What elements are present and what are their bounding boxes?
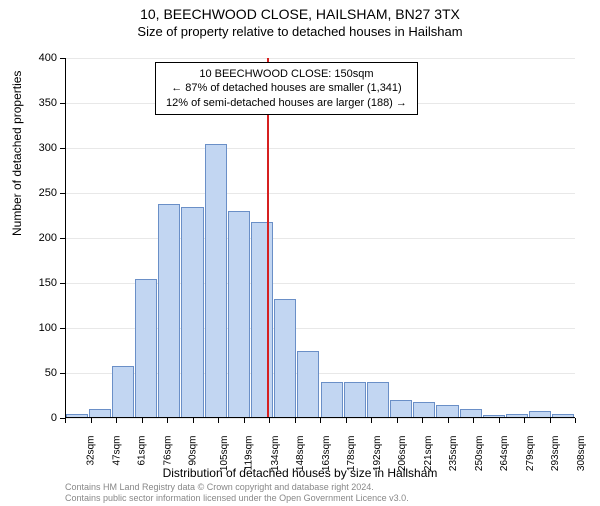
bar: [228, 211, 250, 418]
title-main: 10, BEECHWOOD CLOSE, HAILSHAM, BN27 3TX: [0, 6, 600, 22]
y-tick-label: 200: [27, 232, 57, 244]
bar: [158, 204, 180, 418]
annotation-line3: 12% of semi-detached houses are larger (…: [166, 96, 407, 110]
x-tick-mark: [91, 418, 92, 423]
bar: [112, 366, 134, 418]
x-axis-label: Distribution of detached houses by size …: [0, 466, 600, 480]
y-tick-label: 100: [27, 322, 57, 334]
bar: [205, 144, 227, 419]
bar: [390, 400, 412, 418]
x-tick-mark: [550, 418, 551, 423]
gridline: [65, 238, 575, 239]
x-tick-mark: [575, 418, 576, 423]
y-tick-mark: [60, 193, 65, 194]
x-tick-mark: [269, 418, 270, 423]
annotation-line2: ← 87% of detached houses are smaller (1,…: [166, 81, 407, 95]
bar: [274, 299, 296, 418]
x-tick-mark: [422, 418, 423, 423]
x-tick-label: 32sqm: [86, 436, 97, 466]
annotation-box: 10 BEECHWOOD CLOSE: 150sqm ← 87% of deta…: [155, 62, 418, 115]
x-tick-mark: [320, 418, 321, 423]
x-tick-mark: [473, 418, 474, 423]
x-tick-mark: [346, 418, 347, 423]
x-tick-mark: [167, 418, 168, 423]
annotation-line1: 10 BEECHWOOD CLOSE: 150sqm: [166, 67, 407, 81]
y-tick-label: 150: [27, 277, 57, 289]
x-tick-label: 47sqm: [111, 436, 122, 466]
y-tick-mark: [60, 238, 65, 239]
x-tick-mark: [371, 418, 372, 423]
bar: [367, 382, 389, 418]
bar: [181, 207, 203, 419]
gridline: [65, 193, 575, 194]
footer-line2: Contains public sector information licen…: [65, 493, 409, 504]
gridline: [65, 148, 575, 149]
y-tick-label: 50: [27, 367, 57, 379]
x-tick-mark: [397, 418, 398, 423]
bar: [344, 382, 366, 418]
bar: [251, 222, 273, 418]
y-tick-mark: [60, 373, 65, 374]
y-tick-mark: [60, 148, 65, 149]
y-tick-mark: [60, 328, 65, 329]
x-tick-label: 76sqm: [162, 436, 173, 466]
y-tick-mark: [60, 58, 65, 59]
bar: [321, 382, 343, 418]
y-tick-mark: [60, 103, 65, 104]
x-tick-mark: [193, 418, 194, 423]
y-axis-line: [65, 58, 66, 418]
x-tick-mark: [524, 418, 525, 423]
y-tick-mark: [60, 283, 65, 284]
bar: [413, 402, 435, 418]
x-tick-mark: [65, 418, 66, 423]
x-tick-mark: [244, 418, 245, 423]
x-tick-mark: [116, 418, 117, 423]
x-tick-mark: [142, 418, 143, 423]
y-tick-label: 350: [27, 97, 57, 109]
bar: [135, 279, 157, 419]
title-sub: Size of property relative to detached ho…: [0, 24, 600, 39]
x-tick-label: 90sqm: [188, 436, 199, 466]
y-tick-label: 250: [27, 187, 57, 199]
bar: [436, 405, 458, 419]
y-tick-label: 300: [27, 142, 57, 154]
footer-line1: Contains HM Land Registry data © Crown c…: [65, 482, 409, 493]
x-tick-mark: [218, 418, 219, 423]
bar: [297, 351, 319, 419]
y-tick-label: 400: [27, 52, 57, 64]
y-tick-label: 0: [27, 412, 57, 424]
gridline: [65, 58, 575, 59]
x-tick-label: 61sqm: [137, 436, 148, 466]
x-tick-mark: [499, 418, 500, 423]
x-tick-mark: [295, 418, 296, 423]
footer: Contains HM Land Registry data © Crown c…: [65, 482, 409, 504]
x-tick-mark: [448, 418, 449, 423]
y-axis-label: Number of detached properties: [10, 71, 24, 236]
